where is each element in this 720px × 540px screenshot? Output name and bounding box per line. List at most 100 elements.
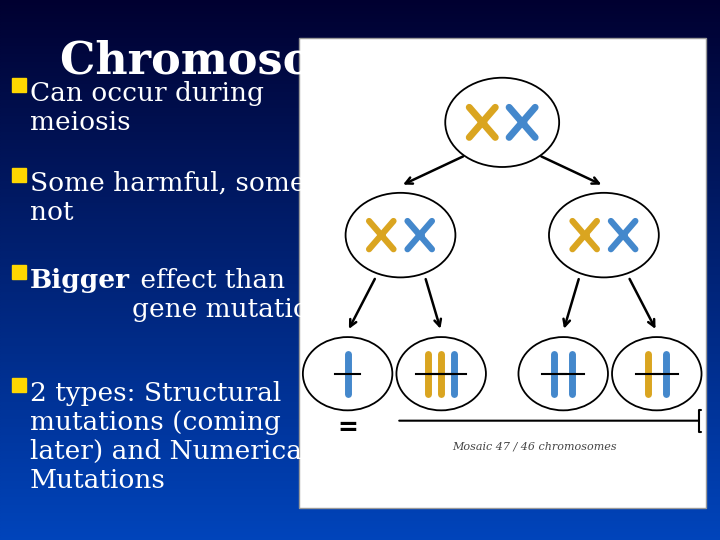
- Bar: [0, 105, 720, 108]
- Bar: [0, 94, 720, 97]
- Bar: [0, 413, 720, 416]
- Text: Can occur during
meiosis: Can occur during meiosis: [30, 81, 264, 135]
- Bar: [0, 11, 720, 14]
- Bar: [0, 159, 720, 162]
- Bar: [0, 138, 720, 140]
- Bar: [0, 194, 720, 197]
- Bar: [0, 313, 720, 316]
- Bar: [0, 54, 720, 57]
- Bar: [0, 300, 720, 302]
- Bar: [0, 532, 720, 535]
- Bar: [0, 348, 720, 351]
- Bar: [0, 130, 720, 132]
- Bar: [0, 386, 720, 389]
- Bar: [0, 537, 720, 540]
- Bar: [0, 76, 720, 78]
- Bar: [0, 335, 720, 338]
- Ellipse shape: [303, 337, 392, 410]
- Bar: [0, 308, 720, 310]
- Bar: [0, 157, 720, 159]
- Bar: [0, 238, 720, 240]
- Bar: [0, 435, 720, 437]
- Bar: [0, 354, 720, 356]
- Bar: [0, 302, 720, 305]
- Bar: [0, 410, 720, 413]
- Bar: [0, 14, 720, 16]
- Bar: [0, 216, 720, 219]
- Bar: [0, 381, 720, 383]
- Bar: [0, 456, 720, 459]
- Bar: [0, 364, 720, 367]
- Bar: [0, 232, 720, 235]
- Ellipse shape: [518, 337, 608, 410]
- Bar: [0, 97, 720, 100]
- Bar: [0, 251, 720, 254]
- Bar: [0, 281, 720, 284]
- Bar: [0, 46, 720, 49]
- Bar: [0, 92, 720, 94]
- Bar: [0, 173, 720, 176]
- Bar: [0, 167, 720, 170]
- Bar: [0, 526, 720, 529]
- Bar: [0, 57, 720, 59]
- Bar: [0, 521, 720, 524]
- Bar: [0, 321, 720, 324]
- Bar: [0, 70, 720, 73]
- Bar: [0, 122, 720, 124]
- Bar: [0, 132, 720, 135]
- Bar: [0, 49, 720, 51]
- Bar: [0, 356, 720, 359]
- Bar: [0, 297, 720, 300]
- Bar: [0, 211, 720, 213]
- Bar: [0, 470, 720, 472]
- Bar: [0, 478, 720, 481]
- Bar: [0, 192, 720, 194]
- Bar: [0, 451, 720, 454]
- Bar: [0, 221, 720, 224]
- Bar: [0, 329, 720, 332]
- Bar: [0, 481, 720, 483]
- Bar: [12, 378, 26, 392]
- Bar: [0, 113, 720, 116]
- Bar: [0, 40, 720, 43]
- Bar: [0, 338, 720, 340]
- Bar: [0, 459, 720, 462]
- Bar: [0, 24, 720, 27]
- Bar: [0, 394, 720, 397]
- Bar: [0, 262, 720, 265]
- Bar: [0, 140, 720, 143]
- Ellipse shape: [346, 193, 456, 278]
- Bar: [0, 170, 720, 173]
- Bar: [0, 375, 720, 378]
- Bar: [0, 59, 720, 62]
- Bar: [0, 340, 720, 343]
- Bar: [0, 505, 720, 508]
- Bar: [0, 464, 720, 467]
- Text: Chromosome Mutations: Chromosome Mutations: [60, 40, 660, 83]
- Bar: [0, 227, 720, 229]
- Bar: [0, 19, 720, 22]
- Bar: [0, 270, 720, 273]
- Bar: [0, 189, 720, 192]
- Bar: [0, 0, 720, 3]
- Bar: [0, 362, 720, 364]
- Bar: [0, 240, 720, 243]
- Bar: [0, 443, 720, 445]
- Bar: [0, 535, 720, 537]
- Bar: [0, 200, 720, 202]
- Bar: [12, 168, 26, 182]
- Bar: [0, 454, 720, 456]
- Bar: [0, 359, 720, 362]
- Bar: [0, 78, 720, 81]
- Bar: [0, 275, 720, 278]
- Bar: [0, 429, 720, 432]
- Bar: [0, 273, 720, 275]
- Bar: [0, 197, 720, 200]
- Bar: [0, 432, 720, 435]
- Bar: [0, 8, 720, 11]
- Bar: [0, 176, 720, 178]
- Bar: [0, 524, 720, 526]
- Text: 2 types: Structural
mutations (coming
later) and Numerical
Mutations: 2 types: Structural mutations (coming la…: [30, 381, 310, 493]
- Bar: [0, 246, 720, 248]
- Bar: [0, 38, 720, 40]
